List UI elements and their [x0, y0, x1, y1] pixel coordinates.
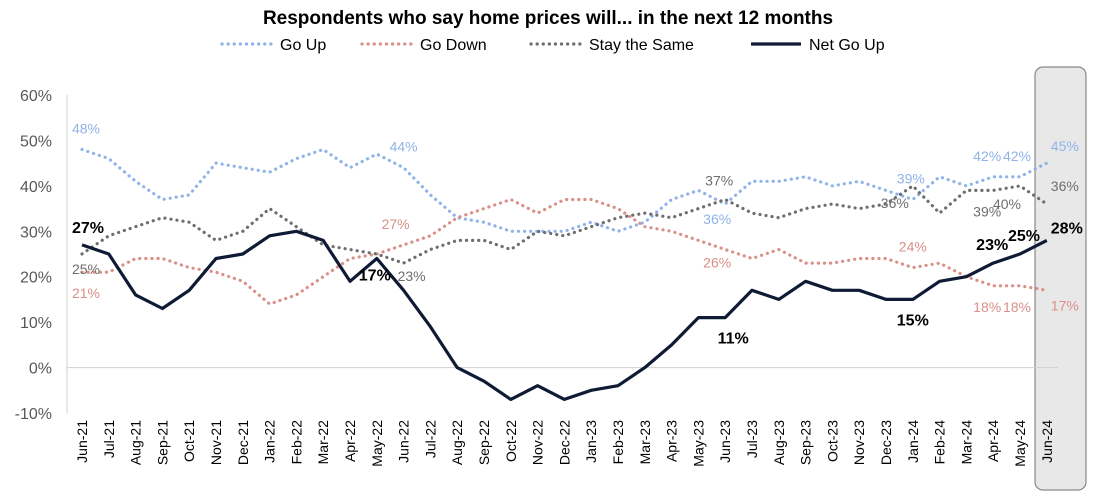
- data-label-go-down: 17%: [1051, 297, 1079, 313]
- x-tick-label: Nov-22: [530, 420, 546, 465]
- x-tick-label: Apr-24: [985, 420, 1001, 462]
- highlight-band: [1034, 66, 1087, 491]
- data-label-stay-the-same: 40%: [993, 196, 1021, 212]
- y-tick-label: 50%: [20, 133, 52, 150]
- data-label-net-go-up: 11%: [718, 331, 749, 348]
- x-tick-label: Feb-24: [932, 420, 948, 465]
- x-tick-label: May-23: [690, 420, 706, 467]
- data-label-stay-the-same: 37%: [705, 172, 733, 188]
- x-tick-label: Jul-22: [422, 420, 438, 458]
- x-tick-label: Jan-23: [583, 420, 599, 463]
- x-tick-label: Jun-23: [717, 420, 733, 463]
- x-tick-label: Apr-22: [342, 420, 358, 462]
- legend-label-go-up: Go Up: [280, 37, 326, 54]
- x-tick-label: Feb-23: [610, 420, 626, 465]
- data-label-net-go-up: 28%: [1051, 220, 1083, 237]
- x-tick-label: Jun-21: [74, 420, 90, 463]
- data-label-go-up: 44%: [390, 139, 418, 155]
- series-layer: [80, 147, 1049, 401]
- legend: Go Up Go Down Stay the Same Net Go Up: [220, 37, 885, 54]
- x-tick-label: Jan-22: [262, 420, 278, 463]
- series-line-stay-the-same: [80, 184, 1049, 265]
- data-label-go-up: 39%: [897, 170, 925, 186]
- x-tick-label: Nov-21: [208, 420, 224, 465]
- x-tick-label: Jan-24: [905, 420, 921, 463]
- data-label-go-down: 26%: [703, 254, 731, 270]
- x-tick-label: Nov-23: [851, 420, 867, 465]
- x-tick-label: Oct-22: [503, 420, 519, 462]
- legend-label-net-go-up: Net Go Up: [809, 37, 885, 54]
- x-tick-label: May-22: [369, 420, 385, 467]
- x-tick-label: Mar-23: [637, 420, 653, 465]
- x-tick-label: Aug-23: [771, 420, 787, 465]
- data-label-go-up: 48%: [72, 121, 100, 137]
- x-tick-label: Oct-23: [824, 420, 840, 462]
- legend-label-go-down: Go Down: [420, 37, 487, 54]
- data-label-go-up: 42%: [1003, 148, 1031, 164]
- x-tick-label: Sep-21: [154, 420, 170, 465]
- data-label-go-down: 18%: [1003, 299, 1031, 315]
- chart-title: Respondents who say home prices will... …: [262, 8, 834, 29]
- y-tick-label: 30%: [20, 224, 52, 241]
- x-tick-label: Feb-22: [288, 420, 304, 465]
- x-tick-label: Oct-21: [181, 420, 197, 462]
- y-tick-label: -10%: [15, 406, 52, 423]
- data-label-go-up: 45%: [1051, 138, 1079, 154]
- data-label-go-down: 21%: [72, 285, 100, 301]
- y-tick-label: 60%: [20, 88, 52, 105]
- data-label-go-down: 27%: [382, 216, 410, 232]
- legend-label-stay-the-same: Stay the Same: [589, 37, 694, 54]
- x-axis: Jun-21 Jul-21 Aug-21 Sep-21 Oct-21 Nov-21 Dec-…: [67, 367, 1058, 467]
- x-tick-label: Mar-24: [958, 420, 974, 465]
- x-tick-label: Sep-23: [798, 420, 814, 465]
- data-label-net-go-up: 25%: [1008, 228, 1040, 245]
- y-tick-label: 0%: [29, 361, 52, 378]
- y-axis: 60% 50% 40% 30% 20% 10% 0% -10%: [15, 88, 68, 423]
- data-label-go-up: 36%: [703, 211, 731, 227]
- data-label-stay-the-same: 39%: [973, 203, 1001, 219]
- data-label-net-go-up: 27%: [72, 220, 104, 237]
- series-line-go-down: [80, 197, 1049, 306]
- x-tick-label: Sep-22: [476, 420, 492, 465]
- x-tick-label: Jun-24: [1039, 420, 1055, 463]
- y-tick-label: 10%: [20, 315, 52, 332]
- x-tick-label: Dec-21: [235, 420, 251, 465]
- x-tick-label: Aug-22: [449, 420, 465, 465]
- data-label-net-go-up: 15%: [897, 312, 929, 329]
- x-tick-label: Jun-22: [396, 420, 412, 463]
- data-label-net-go-up: 17%: [359, 268, 391, 285]
- series-line-net-go-up: [81, 229, 1048, 401]
- x-tick-label: Jul-23: [744, 420, 760, 458]
- data-label-go-down: 24%: [899, 239, 927, 255]
- data-label-stay-the-same: 25%: [72, 261, 100, 277]
- y-tick-label: 40%: [20, 179, 52, 196]
- data-label-go-up: 42%: [973, 148, 1001, 164]
- data-label-go-down: 18%: [973, 299, 1001, 315]
- y-tick-label: 20%: [20, 270, 52, 287]
- data-label-stay-the-same: 36%: [881, 195, 909, 211]
- x-tick-label: Aug-21: [128, 420, 144, 465]
- data-label-net-go-up: 23%: [976, 237, 1008, 254]
- x-tick-label: Mar-22: [315, 420, 331, 465]
- data-label-stay-the-same: 23%: [398, 268, 426, 284]
- x-tick-label: May-24: [1012, 420, 1028, 467]
- data-labels: 48% 44% 36% 39% 42% 42% 45% 21% 27% 26% 24% 18% 18% 1…: [72, 121, 1083, 348]
- data-label-stay-the-same: 36%: [1051, 178, 1079, 194]
- x-tick-label: Dec-23: [878, 420, 894, 465]
- x-tick-label: Jul-21: [101, 420, 117, 458]
- x-tick-label: Dec-22: [556, 420, 572, 465]
- series-line-go-up: [80, 147, 1049, 233]
- x-tick-label: Apr-23: [664, 420, 680, 462]
